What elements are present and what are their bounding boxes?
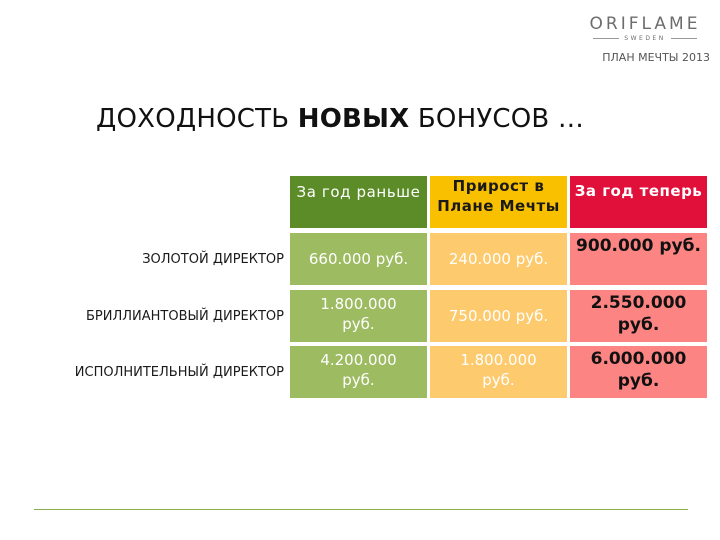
- title-bold: НОВЫХ: [297, 104, 410, 134]
- title-prefix: ДОХОДНОСТЬ: [96, 104, 290, 134]
- oriflame-logo: ORIFLAME SWEDEN: [580, 14, 710, 42]
- cell-growth-diamond: 750.000 руб.: [430, 290, 567, 342]
- cell-prev-executive: 4.200.000 руб.: [290, 346, 427, 398]
- header-growth: Прирост в Плане Мечты: [430, 176, 567, 228]
- cell-now-executive: 6.000.000 руб.: [570, 346, 707, 398]
- logo-brand: ORIFLAME: [589, 14, 701, 34]
- title-suffix: БОНУСОВ …: [417, 104, 585, 134]
- logo-divider: [593, 38, 620, 39]
- cell-prev-gold: 660.000 руб.: [290, 233, 427, 285]
- footer-divider: [34, 509, 688, 510]
- logo-sub: SWEDEN: [624, 35, 666, 42]
- row-label-executive: ИСПОЛНИТЕЛЬНЫЙ ДИРЕКТОР: [74, 365, 284, 380]
- logo-sub-row: SWEDEN: [580, 35, 710, 42]
- header-prev-year: За год раньше: [290, 176, 427, 228]
- row-label-gold: ЗОЛОТОЙ ДИРЕКТОР: [142, 252, 284, 267]
- slide-title: ДОХОДНОСТЬ НОВЫХ БОНУСОВ …: [96, 104, 584, 134]
- plan-label: ПЛАН МЕЧТЫ 2013: [602, 51, 710, 64]
- cell-now-diamond: 2.550.000 руб.: [570, 290, 707, 342]
- cell-prev-diamond: 1.800.000 руб.: [290, 290, 427, 342]
- logo-divider: [670, 38, 697, 39]
- cell-growth-gold: 240.000 руб.: [430, 233, 567, 285]
- cell-now-gold: 900.000 руб.: [570, 233, 707, 285]
- header-now: За год теперь: [570, 176, 707, 228]
- row-label-diamond: БРИЛЛИАНТОВЫЙ ДИРЕКТОР: [85, 309, 284, 324]
- cell-growth-executive: 1.800.000 руб.: [430, 346, 567, 398]
